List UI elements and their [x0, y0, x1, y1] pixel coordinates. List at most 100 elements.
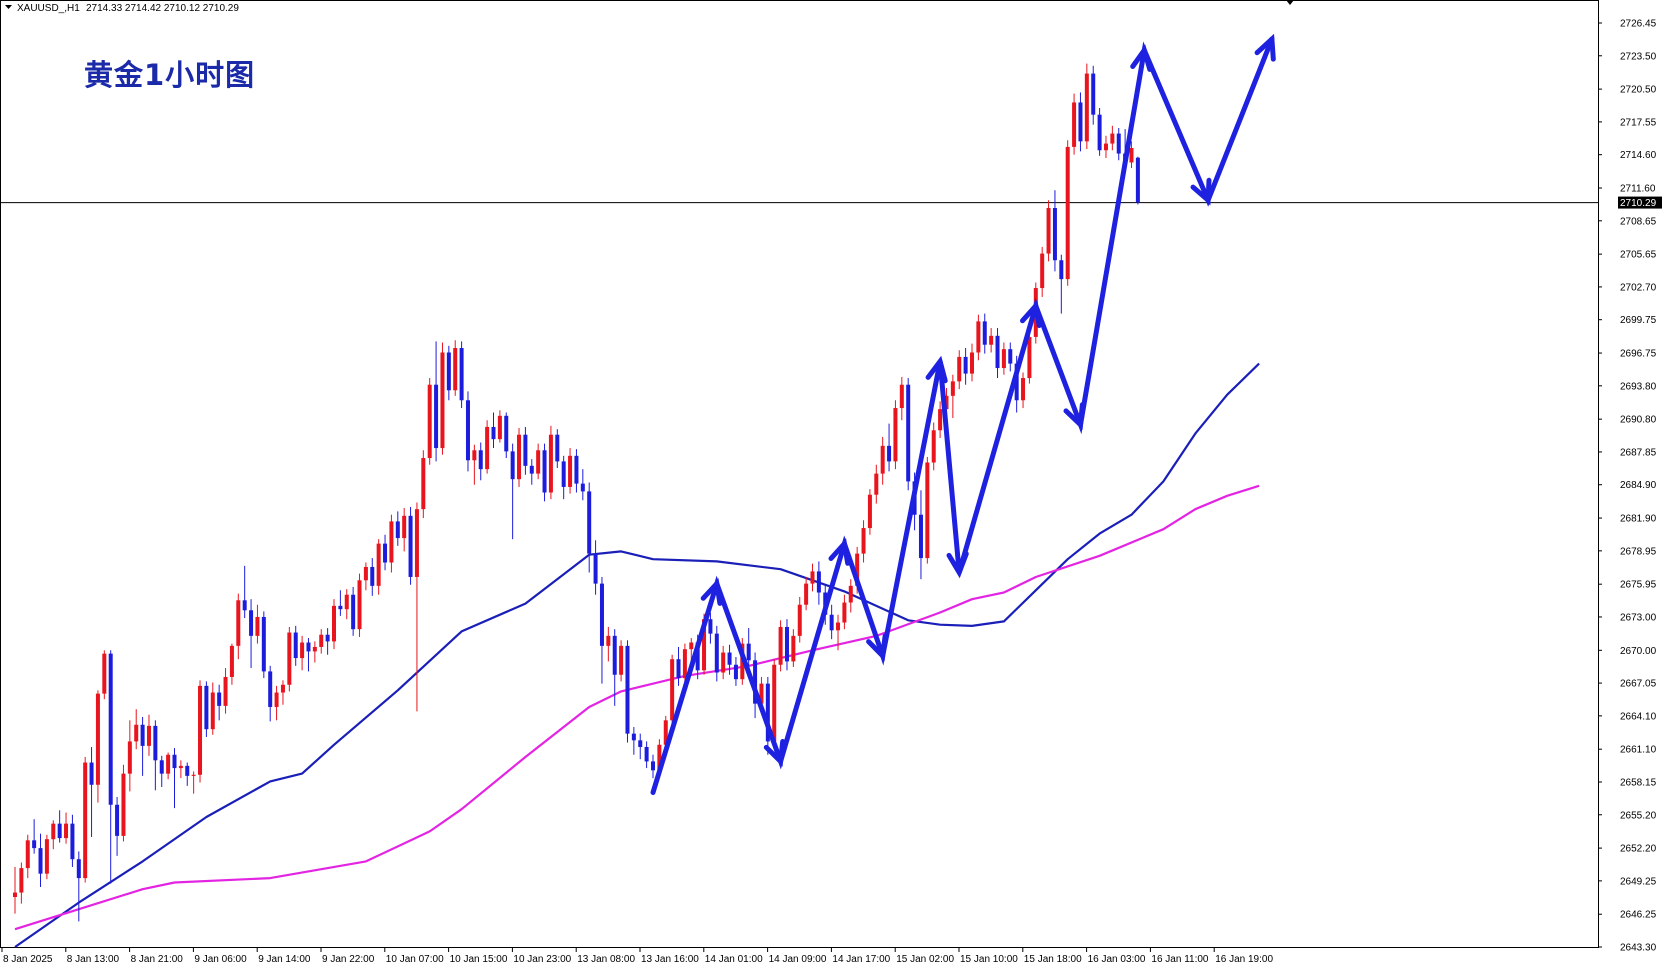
- candle-body: [638, 740, 643, 747]
- y-tick-label: 2696.75: [1620, 349, 1657, 360]
- candle: [293, 625, 298, 666]
- candle-body: [816, 571, 821, 593]
- candle-body: [714, 633, 719, 673]
- x-tick-label: 15 Jan 02:00: [896, 954, 954, 965]
- candle: [319, 629, 324, 654]
- candle: [631, 726, 636, 755]
- candle-body: [599, 583, 604, 646]
- candle-body: [453, 348, 458, 391]
- candle-body: [1091, 73, 1096, 115]
- candle-body: [810, 571, 815, 584]
- candle: [810, 563, 815, 592]
- candle-body: [242, 600, 247, 611]
- candle-body: [485, 426, 490, 470]
- candle-body: [312, 646, 317, 652]
- candle: [440, 342, 445, 455]
- candle: [548, 425, 553, 500]
- candle: [402, 508, 407, 552]
- candle-body: [561, 461, 566, 487]
- candle: [159, 755, 164, 787]
- candle-body: [38, 848, 43, 874]
- candle: [765, 676, 770, 755]
- candle: [1008, 342, 1013, 372]
- candle-body: [325, 634, 330, 642]
- x-tick-label: 14 Jan 01:00: [705, 954, 763, 965]
- ma-series-1: [14, 362, 1260, 948]
- candle-body: [185, 765, 190, 776]
- candle: [64, 812, 69, 844]
- candle: [721, 645, 726, 680]
- candle: [363, 562, 368, 591]
- candle: [625, 640, 630, 743]
- candle-body: [472, 450, 477, 461]
- candle-body: [918, 514, 923, 559]
- candle: [478, 442, 483, 481]
- candle-body: [1008, 349, 1013, 364]
- candle: [204, 681, 209, 737]
- candle-body: [146, 725, 151, 746]
- candle: [13, 866, 17, 914]
- candle: [1084, 63, 1089, 150]
- x-tick-label: 10 Jan 23:00: [513, 954, 571, 965]
- candle-body: [733, 664, 738, 680]
- candle-body: [402, 515, 407, 539]
- candle: [249, 599, 254, 669]
- candle-body: [689, 642, 694, 650]
- candle: [1027, 331, 1032, 384]
- candle: [1091, 65, 1096, 125]
- candle: [587, 482, 592, 573]
- candle-body: [351, 594, 356, 630]
- candle: [816, 561, 821, 605]
- candle-body: [287, 632, 292, 685]
- trend-arrow-line: [650, 36, 1275, 795]
- candle: [453, 340, 458, 396]
- y-tick-label: 2643.30: [1620, 943, 1657, 954]
- candle: [887, 423, 892, 472]
- candle-body: [414, 509, 419, 577]
- x-tick-label: 15 Jan 18:00: [1024, 954, 1082, 965]
- candle: [434, 341, 439, 462]
- candle-body: [950, 381, 955, 396]
- candle: [982, 313, 987, 354]
- trend-arrow-head: [946, 551, 969, 579]
- chart-menu-triangle-icon: [5, 5, 12, 9]
- candle-body: [102, 653, 107, 694]
- x-tick-label: 8 Jan 21:00: [131, 954, 184, 965]
- x-tick-label: 14 Jan 17:00: [832, 954, 890, 965]
- candle: [185, 762, 190, 786]
- candle-body: [32, 840, 37, 849]
- candle: [1046, 200, 1051, 262]
- candle: [1129, 141, 1134, 169]
- candle-body: [778, 626, 783, 665]
- candle-body: [536, 450, 541, 474]
- candle: [772, 659, 777, 749]
- candle: [1021, 372, 1026, 409]
- candle-body: [1129, 148, 1134, 163]
- candle-body: [376, 543, 381, 586]
- candle: [306, 638, 311, 672]
- y-tick-label: 2702.70: [1620, 282, 1657, 293]
- y-tick-label: 2699.75: [1620, 315, 1657, 326]
- candle-body: [255, 616, 260, 636]
- candle-body: [957, 356, 962, 382]
- candle: [1072, 93, 1077, 155]
- candle: [1116, 128, 1121, 161]
- candle-body: [1040, 253, 1045, 289]
- candle-body: [293, 632, 298, 659]
- candle: [536, 443, 541, 480]
- candle: [580, 469, 585, 501]
- y-tick-label: 2705.65: [1620, 250, 1657, 261]
- trend-arrow-head: [1020, 300, 1042, 328]
- x-tick-label: 10 Jan 15:00: [450, 954, 508, 965]
- candle: [784, 619, 789, 671]
- x-tick-label: 9 Jan 14:00: [258, 954, 311, 965]
- current-price-badge: 2710.29: [1618, 196, 1662, 209]
- y-tick-label: 2670.00: [1620, 646, 1657, 657]
- candle-body: [804, 583, 809, 605]
- candle: [606, 626, 611, 662]
- candle: [1040, 246, 1045, 297]
- y-tick-label: 2708.65: [1620, 216, 1657, 227]
- candle-body: [89, 762, 94, 785]
- candle-body: [236, 600, 241, 646]
